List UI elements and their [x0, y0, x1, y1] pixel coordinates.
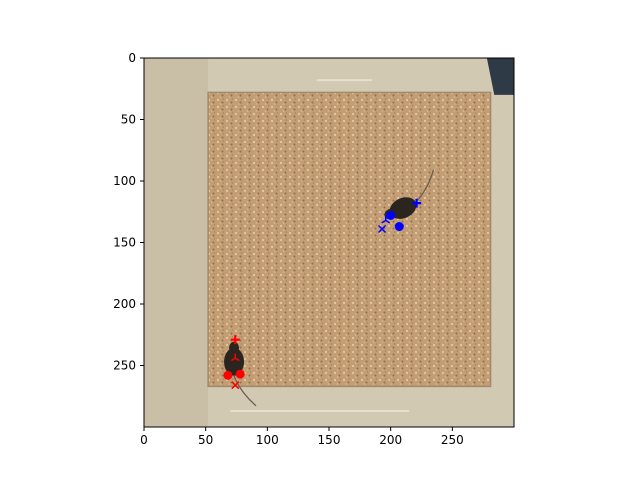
plot-area — [144, 58, 514, 427]
bedding-floor — [208, 92, 491, 387]
x-tick-label: 100 — [256, 433, 279, 447]
marker-s1-p5-x — [231, 381, 240, 390]
mouse-2 — [224, 341, 257, 407]
wall-shadow-left — [144, 58, 209, 427]
marker-s2-p4-tri_up — [381, 215, 391, 224]
mouse-tail — [233, 375, 257, 407]
y-tick-label: 50 — [121, 113, 136, 127]
y-tick-label: 250 — [113, 359, 136, 373]
y-tick-label: 0 — [128, 51, 136, 65]
marker-s1-p3-circle — [235, 369, 245, 379]
x-tick-label: 50 — [198, 433, 213, 447]
floor-edge — [207, 91, 492, 388]
enclosure-corner — [486, 58, 514, 95]
mouse-body — [389, 197, 417, 219]
y-tick-label: 200 — [113, 297, 136, 311]
marker-s2-p5-x — [378, 224, 387, 234]
mouse-head — [229, 341, 240, 354]
y-tick-label: 150 — [113, 236, 136, 250]
x-tick-label: 150 — [318, 433, 341, 447]
marker-s1-p1-plus — [230, 335, 240, 345]
x-tick-label: 200 — [379, 433, 402, 447]
mouse-body — [224, 347, 245, 376]
keypoint-markers — [223, 198, 422, 390]
x-tick-label: 250 — [441, 433, 464, 447]
marker-s1-p2-circle — [223, 370, 233, 380]
marker-s2-p3-circle — [394, 222, 404, 232]
marker-s2-p1-plus — [412, 198, 422, 208]
y-axis: 0 50 100 150 200 250 — [113, 51, 144, 373]
x-tick-label: 0 — [140, 433, 148, 447]
marker-s1-p4-tri_up — [230, 353, 240, 362]
y-tick-label: 100 — [113, 174, 136, 188]
x-axis: 0 50 100 150 200 250 — [140, 427, 464, 447]
marker-s2-p2-circle — [386, 210, 396, 220]
enclosure-photo — [144, 58, 514, 427]
